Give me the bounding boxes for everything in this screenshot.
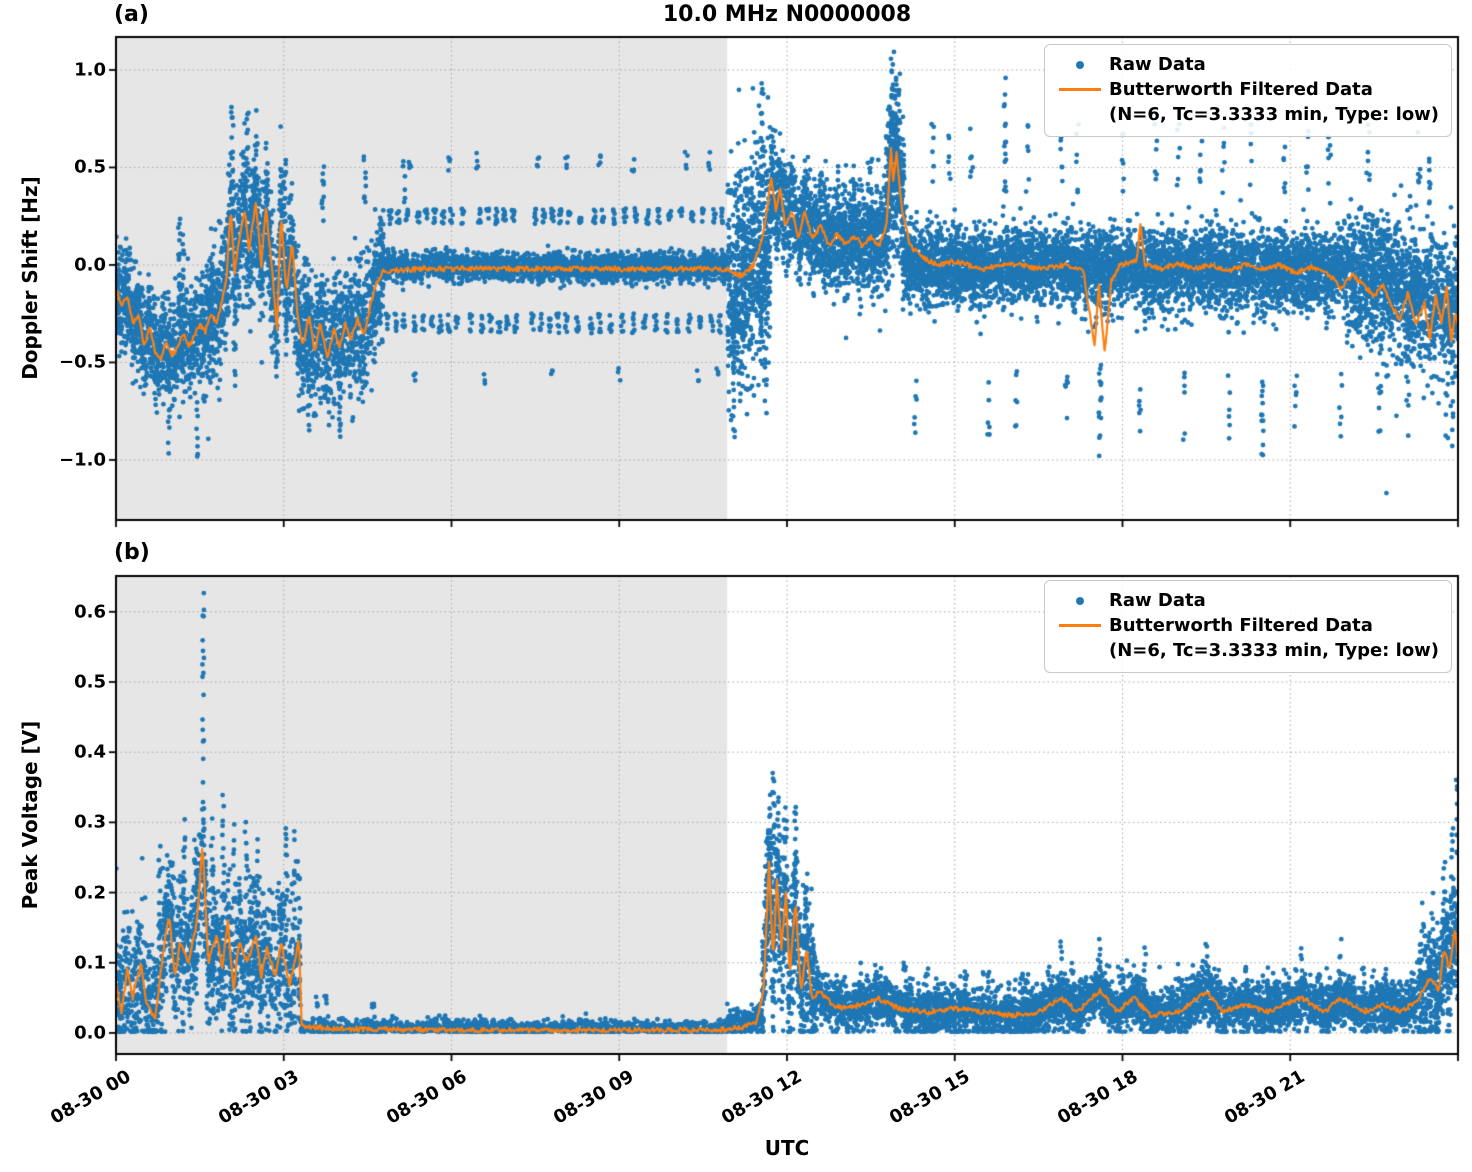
y-tick-label: 0.5 [74, 671, 106, 693]
chart-title: 10.0 MHz N0000008 [662, 2, 912, 27]
legend-filtered-row: Butterworth Filtered Data (N=6, Tc=3.3333… [1051, 613, 1441, 663]
legend-panel-a: Raw Data Butterworth Filtered Data (N=6, … [1044, 44, 1452, 137]
legend-filtered-line2: (N=6, Tc=3.3333 min, Type: low) [1109, 640, 1440, 661]
y-tick-label: 0.4 [74, 741, 106, 763]
y-tick-label: 0.1 [74, 952, 106, 974]
y-tick-label: 0.5 [74, 156, 106, 178]
legend-panel-b: Raw Data Butterworth Filtered Data (N=6, … [1044, 580, 1452, 673]
y-axis-label-a: Doppler Shift [Hz] [18, 176, 42, 380]
y-tick-label: 0.0 [74, 1022, 106, 1044]
legend-raw-row: Raw Data [1051, 588, 1441, 613]
legend-filtered-line1: Butterworth Filtered Data [1109, 615, 1373, 636]
panel-b-label: (b) [114, 540, 150, 565]
legend-filtered-line2: (N=6, Tc=3.3333 min, Type: low) [1109, 104, 1440, 125]
panel-a-label: (a) [114, 2, 149, 27]
y-tick-label: 1.0 [74, 59, 106, 81]
y-tick-label: −0.5 [59, 351, 106, 373]
y-tick-label: 0.0 [74, 254, 106, 276]
legend-filtered-line1: Butterworth Filtered Data [1109, 79, 1373, 100]
y-tick-label: 0.2 [74, 882, 106, 904]
y-tick-label: 0.6 [74, 601, 106, 623]
raw-data-dot-icon [1051, 588, 1109, 613]
filtered-line-icon [1051, 77, 1109, 102]
filtered-line-icon [1051, 613, 1109, 638]
legend-filtered-row: Butterworth Filtered Data (N=6, Tc=3.3333… [1051, 77, 1441, 127]
y-axis-label-b: Peak Voltage [V] [18, 720, 42, 910]
legend-raw-label: Raw Data [1109, 54, 1206, 75]
legend-filtered-label: Butterworth Filtered Data (N=6, Tc=3.3333… [1109, 613, 1441, 663]
y-tick-label: 0.3 [74, 811, 106, 833]
x-axis-label: UTC [764, 1136, 810, 1160]
y-tick-label: −1.0 [59, 449, 106, 471]
legend-filtered-label: Butterworth Filtered Data (N=6, Tc=3.3333… [1109, 77, 1441, 127]
legend-raw-row: Raw Data [1051, 52, 1441, 77]
legend-raw-label: Raw Data [1109, 590, 1206, 611]
raw-data-dot-icon [1051, 52, 1109, 77]
